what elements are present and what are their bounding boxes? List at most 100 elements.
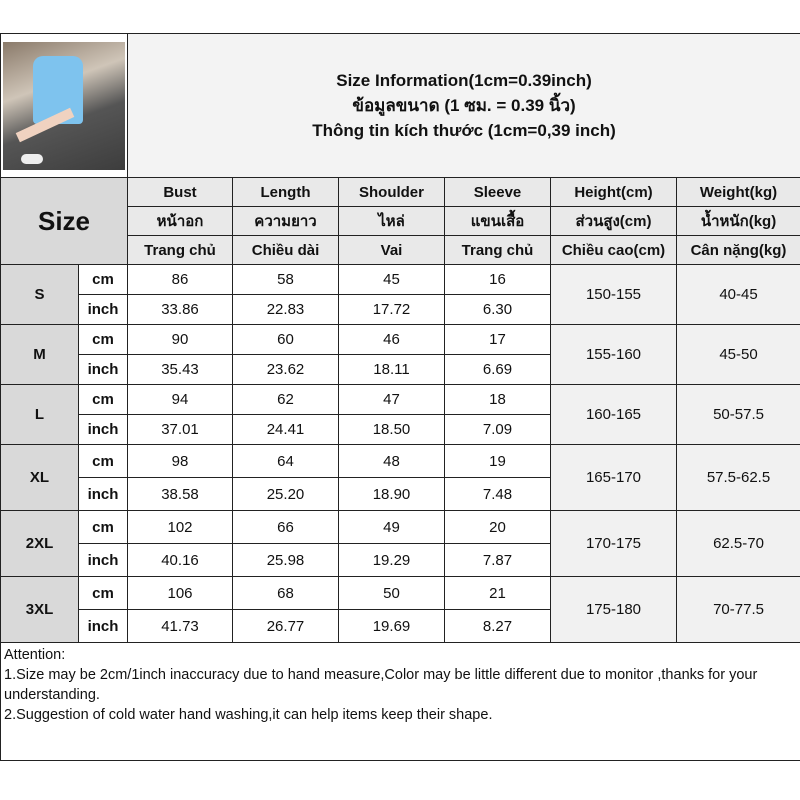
size-label: XL — [0, 444, 79, 511]
measurement-cell: 19 — [444, 444, 551, 478]
measurement-cell: 98 — [127, 444, 233, 478]
table-row: inch 38.58 25.20 18.90 7.48 — [1, 477, 800, 511]
measurement-cell: 64 — [232, 444, 339, 478]
measurement-cell: 8.27 — [444, 609, 551, 643]
unit-label: cm — [78, 510, 128, 544]
measurement-cell: 38.58 — [127, 477, 233, 511]
column-header-th: ความยาว — [232, 206, 339, 236]
size-header: Size — [0, 177, 128, 265]
measurement-cell: 102 — [127, 510, 233, 544]
size-label: L — [0, 384, 79, 445]
measurement-cell: 19.29 — [338, 543, 445, 577]
measurement-cell: 19.69 — [338, 609, 445, 643]
unit-label: cm — [78, 576, 128, 610]
measurement-cell: 25.20 — [232, 477, 339, 511]
measurement-cell: 24.41 — [232, 414, 339, 445]
unit-label: inch — [78, 294, 128, 325]
table-row: inch 37.01 24.41 18.50 7.09 — [1, 414, 800, 445]
note-line2: 2.Suggestion of cold water hand washing,… — [4, 707, 493, 723]
measurement-cell: 40.16 — [127, 543, 233, 577]
measurement-cell: 50 — [338, 576, 445, 610]
measurement-cell: 18.90 — [338, 477, 445, 511]
size-label: M — [0, 324, 79, 385]
weight-range-cell: 70-77.5 — [675, 576, 800, 643]
measurement-cell: 60 — [232, 324, 339, 355]
table-row: inch 41.73 26.77 19.69 8.27 — [1, 609, 800, 643]
table-row: 2XL cm 102 66 49 20 170-175 62.5-70 — [0, 510, 800, 577]
measurement-cell: 58 — [232, 264, 339, 295]
title-th: ข้อมูลขนาด (1 ซม. = 0.39 นิ้ว) — [352, 96, 576, 115]
measurement-cell: 16 — [444, 264, 551, 295]
measurement-cell: 47 — [338, 384, 445, 415]
measurement-cell: 106 — [127, 576, 233, 610]
measurement-cell: 86 — [127, 264, 233, 295]
table-row: inch 33.86 22.83 17.72 6.30 — [1, 294, 800, 325]
size-label: 3XL — [0, 576, 79, 643]
measurement-cell: 22.83 — [232, 294, 339, 325]
title-block: Size Information(1cm=0.39inch) ข้อมูลขนา… — [126, 33, 800, 178]
table-row: 3XL cm 106 68 50 21 175-180 70-77.5 — [0, 576, 800, 643]
column-header-vi: Vai — [338, 235, 445, 265]
measurement-cell: 41.73 — [127, 609, 233, 643]
weight-range-cell: 50-57.5 — [675, 384, 800, 445]
column-header-en: Shoulder — [338, 177, 445, 207]
measurement-cell: 23.62 — [232, 354, 339, 385]
unit-label: inch — [78, 609, 128, 643]
column-header-en: Sleeve — [444, 177, 551, 207]
measurement-cell: 33.86 — [127, 294, 233, 325]
column-header-en: Length — [232, 177, 339, 207]
measurement-cell: 94 — [127, 384, 233, 415]
column-header-vi: Trang chủ — [127, 235, 233, 265]
size-chart: Size Information(1cm=0.39inch) ข้อมูลขนา… — [0, 33, 800, 761]
measurement-cell: 6.69 — [444, 354, 551, 385]
measurement-cell: 18.11 — [338, 354, 445, 385]
measurement-cell: 18.50 — [338, 414, 445, 445]
column-header-vi: Chiều cao(cm) — [550, 235, 677, 265]
size-label: 2XL — [0, 510, 79, 577]
measurement-cell: 21 — [444, 576, 551, 610]
measurement-cell: 7.48 — [444, 477, 551, 511]
column-header-vi: Trang chủ — [444, 235, 551, 265]
column-header-vi: Chiều dài — [232, 235, 339, 265]
measurement-cell: 18 — [444, 384, 551, 415]
measurement-cell: 45 — [338, 264, 445, 295]
height-range-cell: 155-160 — [550, 324, 677, 385]
size-label: S — [0, 264, 79, 325]
measurement-cell: 20 — [444, 510, 551, 544]
height-range-cell: 150-155 — [550, 264, 677, 325]
table-row: inch 40.16 25.98 19.29 7.87 — [1, 543, 800, 577]
unit-label: inch — [78, 543, 128, 577]
measurement-cell: 48 — [338, 444, 445, 478]
measurement-cell: 7.09 — [444, 414, 551, 445]
note-line1: 1.Size may be 2cm/1inch inaccuracy due t… — [4, 667, 758, 703]
column-header-en: Weight(kg) — [675, 177, 800, 207]
title-vi: Thông tin kích thước (1cm=0,39 inch) — [312, 121, 616, 140]
column-header-en: Bust — [127, 177, 233, 207]
unit-label: cm — [78, 444, 128, 478]
height-range-cell: 170-175 — [550, 510, 677, 577]
unit-label: inch — [78, 414, 128, 445]
measurement-cell: 17.72 — [338, 294, 445, 325]
column-header-th: น้ำหนัก(kg) — [675, 206, 800, 236]
weight-range-cell: 62.5-70 — [675, 510, 800, 577]
column-header-vi: Cân nặng(kg) — [675, 235, 800, 265]
measurement-cell: 66 — [232, 510, 339, 544]
measurement-cell: 7.87 — [444, 543, 551, 577]
column-header-th: แขนเสื้อ — [444, 206, 551, 236]
table-row: inch 35.43 23.62 18.11 6.69 — [1, 354, 800, 385]
unit-label: inch — [78, 354, 128, 385]
product-photo — [3, 41, 125, 170]
measurement-cell: 49 — [338, 510, 445, 544]
measurement-cell: 25.98 — [232, 543, 339, 577]
unit-label: cm — [78, 324, 128, 355]
unit-label: cm — [78, 384, 128, 415]
unit-label: inch — [78, 477, 128, 511]
weight-range-cell: 57.5-62.5 — [675, 444, 800, 511]
attention-notes: Attention: 1.Size may be 2cm/1inch inaccu… — [0, 642, 800, 761]
note-heading: Attention: — [4, 647, 66, 663]
measurement-cell: 37.01 — [127, 414, 233, 445]
unit-label: cm — [78, 264, 128, 295]
measurement-cell: 6.30 — [444, 294, 551, 325]
